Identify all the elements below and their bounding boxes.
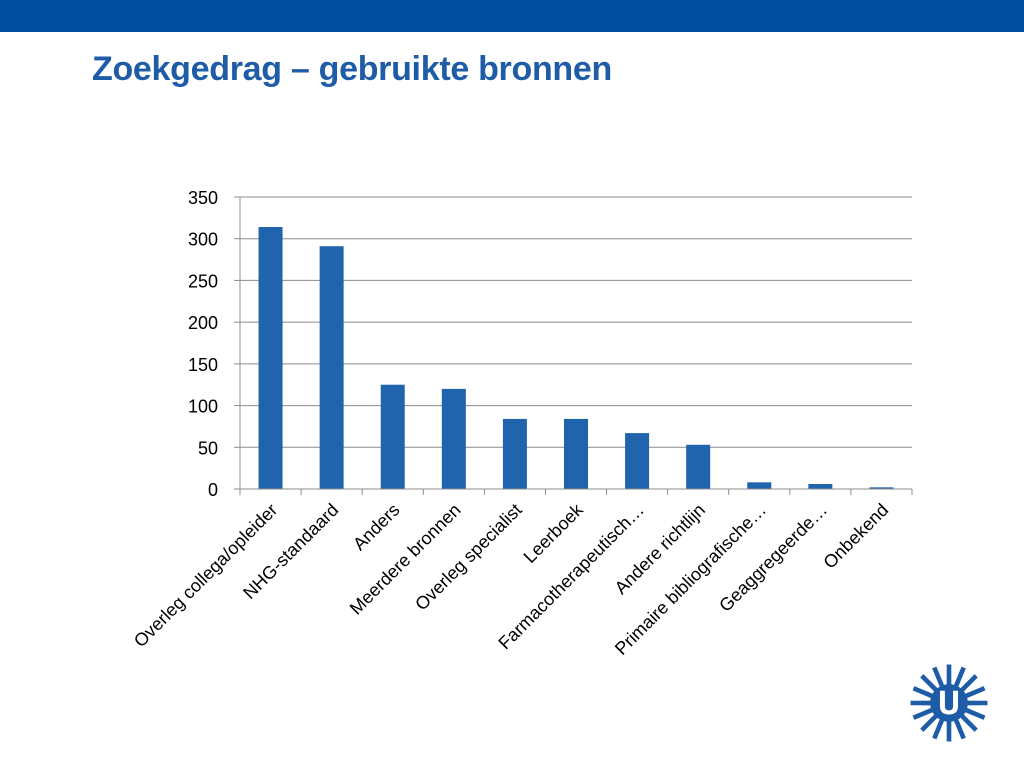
bar-3 [441, 388, 466, 489]
x-category-label: Onbekend [819, 500, 892, 573]
y-tick-label: 200 [188, 313, 218, 333]
y-tick-label: 300 [188, 230, 218, 250]
x-category-label: Meerdere bronnen [346, 500, 465, 619]
bar-4 [502, 418, 527, 489]
bar-0 [258, 227, 283, 489]
bar-8 [747, 482, 772, 489]
x-category-label: Geaggregeerde… [715, 500, 831, 616]
chart-axes [239, 197, 913, 495]
y-tick-label: 250 [188, 271, 218, 291]
bar-1 [319, 246, 344, 489]
bar-5 [564, 418, 588, 489]
bar-6 [625, 433, 650, 489]
x-category-label: Overleg specialist [411, 500, 526, 615]
chart-gridlines [234, 196, 912, 490]
y-axis-tick-labels: 0 50 100 150 200 250 300 350 [188, 188, 218, 500]
top-banner [0, 0, 1024, 32]
chart-bars [258, 227, 894, 489]
x-category-label: Anders [349, 500, 403, 554]
bar-2 [380, 384, 405, 489]
bar-9 [808, 483, 833, 489]
bar-10 [869, 487, 894, 489]
y-tick-label: 150 [188, 355, 218, 375]
bar-7 [686, 444, 711, 489]
y-tick-label: 350 [188, 188, 218, 208]
slide-title: Zoekgedrag – gebruikte bronnen [92, 50, 612, 88]
y-tick-label: 50 [198, 438, 218, 458]
y-tick-label: 100 [188, 397, 218, 417]
utrecht-university-sun-logo-icon [910, 664, 988, 742]
y-tick-label: 0 [208, 480, 218, 500]
